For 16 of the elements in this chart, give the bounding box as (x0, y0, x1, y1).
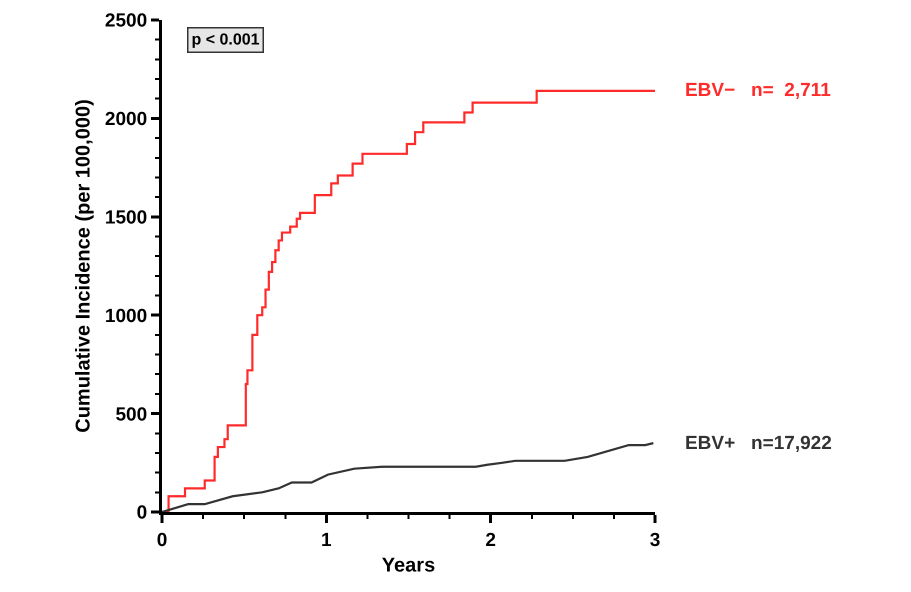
y-tick-label: 0 (136, 502, 148, 524)
line-series (162, 442, 654, 512)
annotation: p < 0.001 (192, 32, 260, 48)
y-tick-label: 2000 (104, 109, 148, 130)
x-tick-label: 1 (321, 530, 332, 551)
x-axis-title: Years (382, 554, 436, 576)
y-tick-label: 1000 (104, 306, 148, 327)
series-label: EBV− n= 2,711 (685, 80, 832, 101)
y-tick-label: 2500 (104, 10, 148, 32)
x-tick-label: 2 (485, 530, 496, 551)
y-axis-title: Cumulative Incidence (per 100,000) (72, 99, 94, 433)
series-label: EBV+ n=17,922 (685, 433, 832, 454)
y-tick-label: 500 (115, 404, 148, 426)
x-tick-label: 0 (156, 530, 168, 551)
x-tick-label: 3 (650, 530, 660, 551)
y-tick-label: 1500 (104, 207, 148, 228)
